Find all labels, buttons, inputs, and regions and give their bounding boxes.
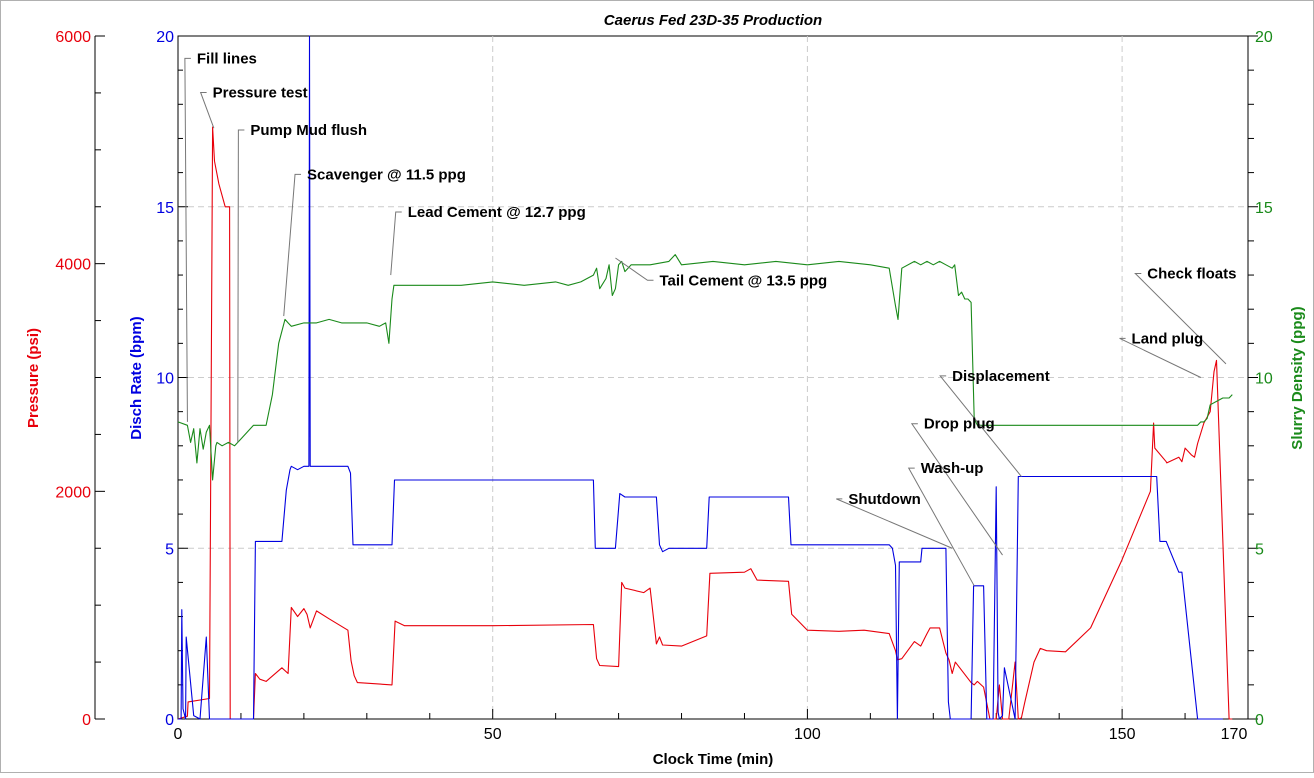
annotation-leader-line: [910, 423, 1003, 556]
annotation-leader-line: [1134, 272, 1227, 365]
annotation-label: Displacement: [952, 368, 1050, 385]
pressure-tick-label: 4000: [55, 257, 91, 274]
x-axis: 0 50 100 150 170: [174, 709, 1249, 743]
annotation-leader-line: [283, 173, 302, 317]
series-lines: [177, 35, 1233, 720]
density-tick-label: 5: [1255, 541, 1264, 558]
chart-title: Caerus Fed 23D-35 Production: [604, 12, 822, 29]
x-tick-label: 170: [1221, 726, 1248, 743]
annotation-label: Wash-up: [921, 460, 984, 477]
annotation-leader-line: [237, 129, 245, 443]
x-tick-label: 150: [1109, 726, 1136, 743]
right-axis: 0 5 10 15 20: [1248, 29, 1273, 729]
annotation-leader-line: [836, 498, 953, 549]
pressure-series-line: [177, 126, 1233, 720]
rate-tick-label: 10: [156, 371, 174, 388]
pressure-tick-label: 6000: [55, 29, 91, 46]
density-tick-label: 0: [1255, 712, 1264, 729]
annotation-label: Drop plug: [924, 416, 995, 433]
grid-lines: [178, 36, 1248, 719]
rate-axis-label: Disch Rate (bpm): [128, 316, 145, 439]
annotation-leader-line: [907, 467, 975, 587]
annotation-leader-line: [939, 375, 1022, 477]
rate-tick-label: 15: [156, 200, 174, 217]
density-tick-label: 20: [1255, 29, 1273, 46]
rate-tick-label: 20: [156, 29, 174, 46]
annotations: Fill lines Pressure test Pump Mud flush Sca…: [184, 50, 1236, 587]
x-axis-label: Clock Time (min): [653, 751, 774, 768]
annotation-label: Land plug: [1132, 330, 1204, 347]
annotation-label: Fill lines: [197, 50, 257, 67]
density-tick-label: 10: [1255, 371, 1273, 388]
annotation-leader-line: [199, 91, 215, 129]
density-series-line: [177, 254, 1233, 481]
pressure-tick-label: 2000: [55, 484, 91, 501]
density-axis-label: Slurry Density (ppg): [1289, 306, 1306, 449]
pressure-axis-label: Pressure (psi): [25, 328, 42, 428]
annotation-leader-line: [1119, 337, 1202, 378]
rate-tick-label: 0: [165, 712, 174, 729]
x-tick-label: 100: [794, 726, 821, 743]
density-tick-label: 15: [1255, 200, 1273, 217]
pressure-tick-label: 0: [82, 712, 91, 729]
rate-series-line: [178, 35, 1223, 720]
annotation-leader-line: [615, 257, 654, 281]
annotation-label: Tail Cement @ 13.5 ppg: [660, 272, 828, 289]
left-axes: 0 2000 4000 6000 0 5 10 15 20: [55, 29, 188, 729]
annotation-leader-line: [184, 57, 191, 422]
annotation-label: Pressure test: [213, 84, 308, 101]
annotation-label: Scavenger @ 11.5 ppg: [307, 166, 466, 183]
annotation-label: Pump Mud flush: [250, 122, 367, 139]
annotation-label: Lead Cement @ 12.7 ppg: [408, 204, 586, 221]
annotation-label: Shutdown: [848, 491, 920, 508]
rate-tick-label: 5: [165, 541, 174, 558]
x-tick-label: 50: [484, 726, 502, 743]
annotation-label: Check floats: [1147, 265, 1236, 282]
annotation-leader-line: [390, 211, 402, 276]
x-tick-label: 0: [174, 726, 183, 743]
